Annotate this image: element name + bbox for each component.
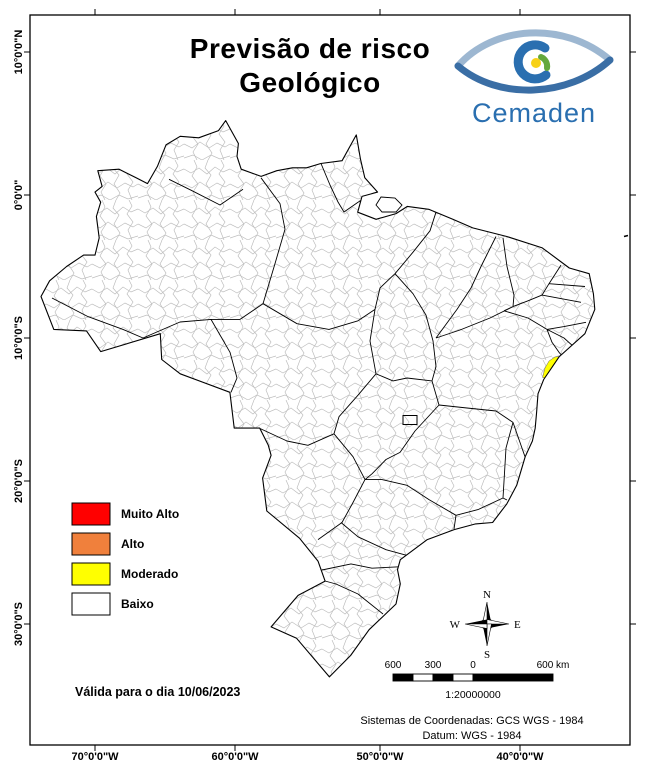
scale-label: 0	[470, 660, 476, 671]
municipal-borders	[41, 120, 595, 677]
eye-icon	[454, 29, 614, 94]
legend-item: Alto	[71, 532, 144, 556]
compass-w-label: W	[450, 619, 461, 631]
footer: Sistemas de Coordenadas: GCS WGS - 1984 …	[360, 715, 583, 742]
marajo-island	[375, 196, 403, 213]
scale-ratio: 1:20000000	[445, 689, 501, 701]
scale-bar: 600 300 0 600 km 1:20000000	[385, 660, 570, 701]
legend-item: Muito Alto	[71, 502, 179, 526]
longitude-label: 70°0'0"W	[71, 751, 119, 763]
longitude-label: 40°0'0"W	[496, 751, 544, 763]
legend-item: Baixo	[71, 592, 154, 616]
footer-datum: Datum: WGS - 1984	[422, 730, 521, 742]
legend-label: Baixo	[121, 597, 154, 611]
latitude-label: 10°0'0"S	[13, 316, 25, 360]
latitude-label: 30°0'0"S	[13, 602, 25, 646]
graticule-ticks	[24, 9, 636, 751]
state-borders	[51, 163, 587, 615]
page-title: Previsão de risco Geológico	[190, 33, 430, 98]
legend-label: Moderado	[121, 567, 178, 581]
latitude-label: 10°0'0"N	[13, 30, 25, 75]
validity-note: Válida para o dia 10/06/2023	[75, 685, 240, 699]
scale-label: 300	[425, 660, 442, 671]
legend-swatch	[71, 592, 111, 616]
distrito-federal-boundary	[402, 415, 418, 425]
longitude-label: 50°0'0"W	[356, 751, 404, 763]
footer-coord-system: Sistemas de Coordenadas: GCS WGS - 1984	[360, 715, 583, 727]
noronha-island	[623, 234, 629, 238]
legend-swatch	[71, 502, 111, 526]
title-line-1: Previsão de risco	[190, 33, 430, 64]
legend-label: Alto	[121, 537, 144, 551]
map-frame	[29, 14, 631, 746]
compass-s-label: S	[484, 649, 490, 661]
scale-label: 600 km	[537, 660, 570, 671]
latitude-label: 20°0'0"S	[13, 459, 25, 503]
cemaden-logo: Cemaden	[454, 29, 614, 128]
scale-label: 600	[385, 660, 402, 671]
legend: Muito Alto Alto Moderado Baixo	[71, 502, 179, 616]
longitude-label: 60°0'0"W	[211, 751, 259, 763]
compass-n-label: N	[483, 589, 491, 601]
compass-e-label: E	[514, 619, 521, 631]
legend-label: Muito Alto	[121, 507, 179, 521]
legend-swatch	[71, 532, 111, 556]
logo-text: Cemaden	[472, 98, 596, 128]
latitude-label: 0°0'0"	[13, 180, 25, 211]
title-line-2: Geológico	[239, 67, 380, 98]
legend-swatch	[71, 562, 111, 586]
compass-rose: N E S W	[450, 589, 521, 661]
legend-item: Moderado	[71, 562, 178, 586]
